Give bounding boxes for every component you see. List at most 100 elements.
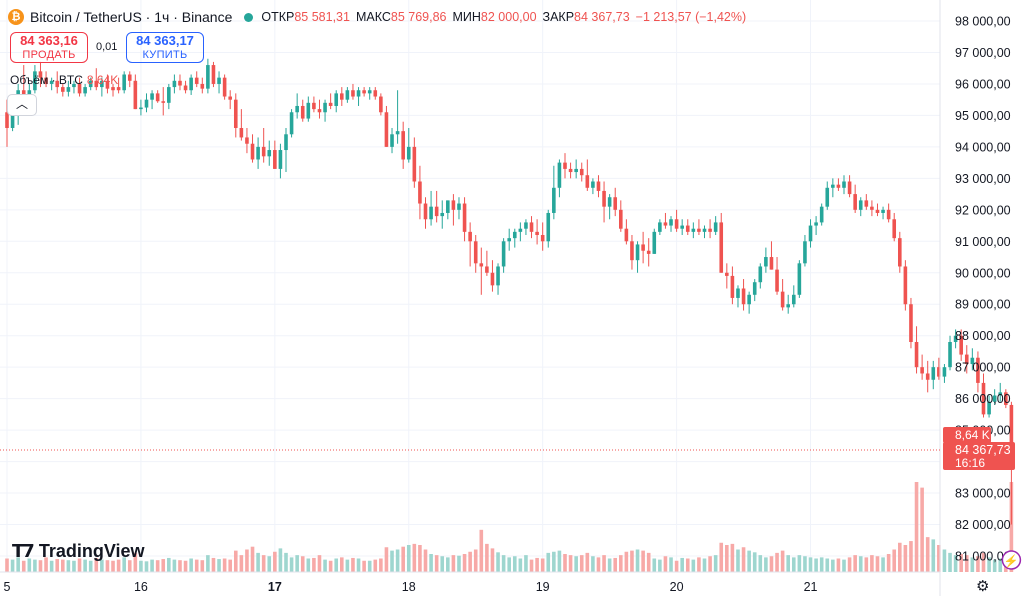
candle-body [942,367,947,377]
volume-tag-value: 8,64 K [955,428,990,442]
candle-body [340,93,344,100]
volume-bar [658,559,662,572]
volume-bar [150,559,154,572]
volume-bar [345,559,350,572]
candle-body [568,168,573,173]
candle-body [328,102,333,106]
candle-body [172,80,177,88]
volume-bar [468,551,472,572]
volume-bar [697,557,701,572]
volume-bar [72,560,76,572]
collapse-legend-button[interactable]: ︿ [7,94,37,116]
candle-body [607,197,612,207]
candle-body [909,304,913,342]
candle-body [94,80,99,88]
candle-body [613,197,618,210]
buy-button[interactable]: 84 363,17 КУПИТЬ [126,32,204,63]
volume-bar [105,560,110,572]
volume-bar [825,558,830,572]
volume-bar [211,557,216,572]
volume-bar [992,559,997,572]
price-tick-label: 96 000,00 [955,77,1011,91]
volume-legend: Объём · BTC 8,64K [10,73,118,87]
candle-body [312,102,316,110]
volume-bar [909,541,913,572]
candle-body [680,225,684,229]
candle-body [473,241,478,264]
candle-body [61,87,65,92]
candle-body [373,90,378,97]
candle-body [245,137,249,144]
volume-value: 8,64K [86,73,119,87]
candle-body [217,77,221,84]
volume-bar [674,560,679,572]
volume-bar [524,555,528,572]
symbol-title[interactable]: Bitcoin / TetherUS · 1ч · Binance [30,9,233,25]
candle-body [847,181,852,195]
volume-bar [953,555,958,572]
volume-bar [814,558,818,572]
volume-bar [540,558,545,572]
candle-body [300,105,305,119]
volume-bar [970,557,975,572]
time-tick-label: 16 [134,580,148,594]
volume-bar [769,556,774,572]
volume-bar [663,556,668,572]
candle-body [630,241,634,261]
volume-bar [77,558,82,572]
candle-body [764,257,768,267]
volume-bar [367,560,372,572]
volume-bar [412,543,417,572]
candle-body [83,87,87,94]
candle-body [194,77,199,84]
candle-body [596,181,601,191]
candle-body [284,134,288,151]
volume-bar [239,555,244,572]
price-tick-label: 90 000,00 [955,266,1011,280]
candle-body [825,187,830,207]
volume-bar [529,559,534,572]
candle-body [418,181,422,204]
candlestick-series [5,58,1014,525]
volume-bar [161,559,166,572]
candle-body [931,367,936,380]
volume-bar [752,552,757,572]
candle-body [652,231,657,254]
volume-bar [172,559,177,572]
low-value: 82 000,00 [480,10,537,24]
volume-bar [619,555,623,572]
price-tick-label: 81 000,00 [955,550,1011,564]
tradingview-logo-icon: 𝗧𝟳 [12,541,35,561]
volume-bar [892,549,897,572]
candle-body [451,200,456,210]
open-label: ОТКР [261,10,295,24]
close-label: ЗАКР [542,10,575,24]
sell-button[interactable]: 84 363,16 ПРОДАТЬ [10,32,88,63]
volume-bar [446,557,450,572]
volume-bar [669,557,673,572]
candle-body [367,90,372,94]
candle-body [457,203,461,210]
volume-bar [903,545,908,572]
candle-body [105,80,110,89]
candle-body [306,102,311,119]
volume-bar [501,555,506,572]
volume-bar [959,554,963,572]
candle-body [563,162,567,169]
candle-body [619,209,623,229]
sell-label: ПРОДАТЬ [22,49,76,61]
volume-bar [21,560,26,572]
volume-bar [858,556,863,572]
volume-bar [27,558,32,572]
volume-bar [914,482,919,572]
candle-body [663,222,668,226]
settings-gear-icon[interactable]: ⚙ [976,578,990,595]
volume-bar [786,555,790,572]
volume-bar [736,549,740,572]
candle-body [540,235,545,242]
volume-bar [981,552,986,572]
last-price-tag [943,442,1015,471]
volume-bar [613,557,618,572]
candle-body [144,99,149,108]
